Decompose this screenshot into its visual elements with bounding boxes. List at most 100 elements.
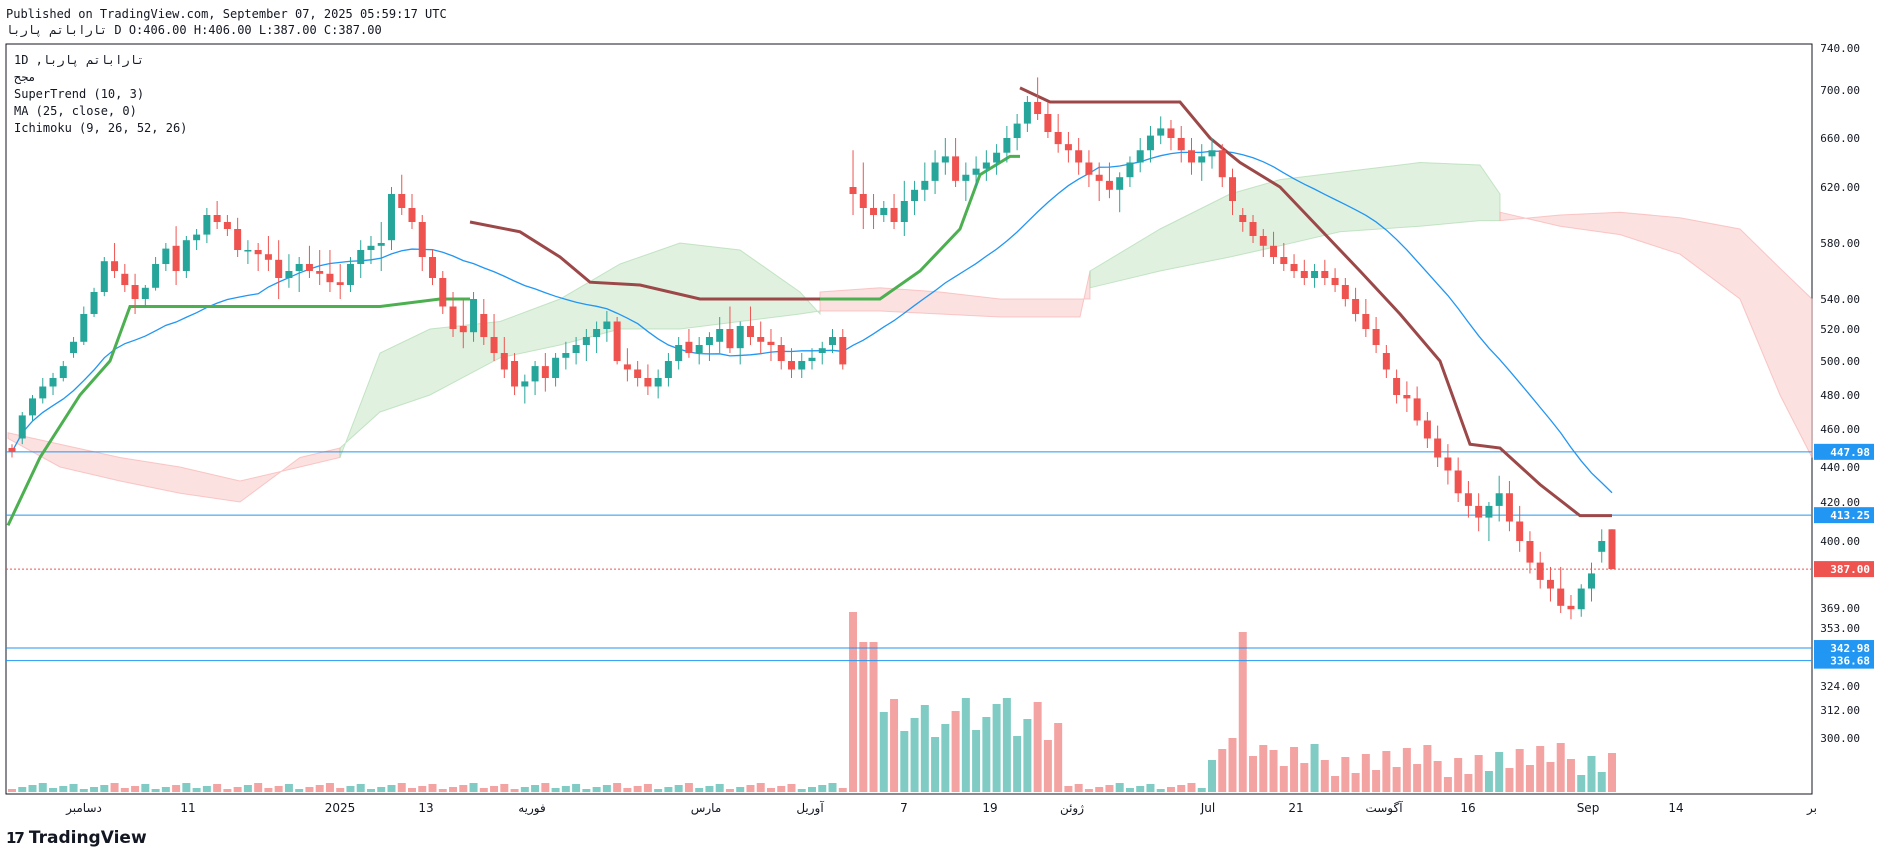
- candle-body: [787, 361, 795, 370]
- legend-ma[interactable]: MA (25, close, 0): [14, 104, 137, 118]
- volume-bar: [1587, 756, 1596, 792]
- candle-body: [654, 378, 662, 387]
- candle-body: [1577, 588, 1585, 610]
- candle-body: [131, 285, 139, 299]
- volume-bar: [1546, 762, 1555, 792]
- candle-body: [203, 215, 211, 235]
- legend-ichimoku[interactable]: Ichimoku (9, 26, 52, 26): [14, 121, 188, 135]
- volume-bar: [490, 786, 499, 792]
- candle-body: [316, 271, 324, 274]
- candle-body: [767, 341, 775, 345]
- candle-body: [490, 337, 498, 353]
- hline-label-bg: [1814, 652, 1874, 669]
- volume-bar: [1382, 751, 1391, 792]
- candle-body: [993, 152, 1001, 163]
- volume-bar: [1208, 760, 1216, 792]
- volume-bar: [1300, 763, 1309, 792]
- candle-body: [829, 337, 837, 345]
- volume-bar: [377, 787, 386, 792]
- candle-body: [890, 208, 898, 222]
- volume-bar: [910, 718, 919, 792]
- candle-body: [818, 348, 826, 353]
- volume-bar: [879, 712, 888, 792]
- volume-bar: [1331, 776, 1340, 792]
- candle-body: [1218, 150, 1226, 178]
- volume-bar: [1474, 755, 1483, 792]
- volume-bar: [1392, 767, 1401, 792]
- candle-body: [18, 415, 26, 439]
- legend: 1D ,تاراباتم پاربا مجح SuperTrend (10, 3…: [14, 52, 187, 137]
- volume-bar: [1156, 789, 1165, 792]
- volume-bar: [849, 612, 858, 792]
- candle-body: [1034, 102, 1042, 114]
- volume-bar: [1525, 765, 1534, 792]
- legend-subline: مجح: [14, 70, 36, 84]
- volume-bar: [1443, 777, 1452, 792]
- candle-body: [900, 201, 908, 222]
- brand-text: TradingView: [28, 828, 147, 848]
- volume-bar: [1064, 786, 1073, 792]
- supertrend-up: [6, 297, 470, 527]
- price-tick-label: 540.00: [1820, 293, 1860, 306]
- candle-body: [254, 250, 262, 255]
- candle-body: [470, 299, 478, 333]
- candle-body: [480, 314, 488, 337]
- volume-bar: [1423, 745, 1432, 792]
- price-tick-label: 460.00: [1820, 423, 1860, 436]
- volume-bar: [38, 783, 47, 792]
- volume-bar: [459, 785, 468, 792]
- volume-bar: [572, 784, 581, 792]
- volume-bar: [1320, 760, 1329, 792]
- volume-bar: [972, 730, 981, 792]
- candle-body: [387, 194, 395, 241]
- candle-body: [870, 208, 878, 215]
- volume-bar: [49, 788, 58, 792]
- volume-bar: [1146, 784, 1155, 792]
- volume-bar: [633, 786, 642, 792]
- logo-icon: 17: [6, 829, 25, 847]
- volume-bar: [531, 785, 540, 792]
- candle-body: [223, 222, 231, 229]
- candle-body: [459, 326, 467, 333]
- time-tick-label: 7: [900, 801, 908, 815]
- volume-bar: [746, 785, 755, 792]
- volume-bar: [664, 787, 673, 792]
- cloud-red: [819, 270, 1091, 318]
- volume-bar: [284, 784, 293, 792]
- volume-bar: [397, 783, 406, 792]
- candle-body: [408, 208, 416, 222]
- candle-body: [449, 306, 457, 329]
- candle-body: [305, 264, 313, 271]
- volume-bar: [643, 784, 652, 792]
- candle-body: [972, 168, 980, 175]
- candle-body: [716, 329, 724, 342]
- candle-body: [541, 366, 549, 378]
- volume-bar: [469, 783, 478, 792]
- candle-body: [439, 278, 447, 307]
- candle-body: [1587, 573, 1595, 589]
- legend-supertrend[interactable]: SuperTrend (10, 3): [14, 87, 145, 101]
- volume-bar: [161, 787, 170, 792]
- volume-bar: [777, 786, 786, 792]
- candle-body: [511, 361, 519, 387]
- candle-body: [962, 174, 970, 181]
- volume-bar: [787, 784, 796, 792]
- candle-body: [1105, 180, 1113, 190]
- volume-bar: [613, 783, 622, 792]
- candle-body: [777, 345, 785, 361]
- candle-body: [39, 386, 47, 399]
- volume-bar: [1166, 787, 1175, 792]
- candle-body: [275, 259, 283, 278]
- candle-body: [1300, 271, 1308, 278]
- volume-bar: [561, 786, 570, 792]
- candle-body: [264, 254, 272, 260]
- price-tick-label: 580.00: [1820, 237, 1860, 250]
- volume-bar: [1269, 750, 1278, 792]
- volume-bar: [1249, 756, 1258, 792]
- price-tick-label: 312.00: [1820, 704, 1860, 717]
- candle-body: [213, 215, 221, 222]
- volume-bar: [1136, 786, 1145, 792]
- candle-body: [1064, 144, 1072, 151]
- candle-body: [695, 345, 703, 353]
